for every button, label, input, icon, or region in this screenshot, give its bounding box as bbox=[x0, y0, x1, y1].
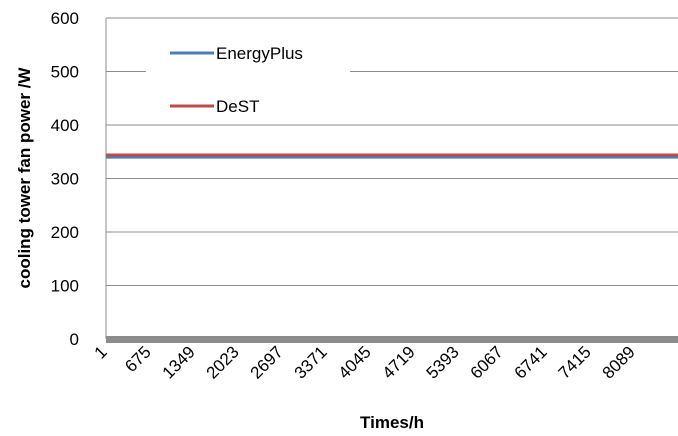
x-tick-label: 6741 bbox=[511, 342, 551, 382]
x-tick-label: 2023 bbox=[203, 342, 243, 382]
legend-label: DeST bbox=[216, 97, 259, 116]
x-tick-label: 6067 bbox=[467, 342, 507, 382]
x-tick-label: 4719 bbox=[379, 342, 419, 382]
y-axis-title: cooling tower fan power /W bbox=[15, 67, 34, 289]
y-tick-label: 400 bbox=[51, 116, 79, 135]
x-tick-label: 8089 bbox=[599, 342, 639, 382]
y-tick-label: 200 bbox=[51, 223, 79, 242]
y-tick-label: 100 bbox=[51, 277, 79, 296]
x-axis-ticks: 1 675 1349 2023 2697 3371 4045 4719 5393 6067 6741… bbox=[91, 342, 639, 382]
x-tick-label: 4045 bbox=[335, 342, 375, 382]
y-axis-ticks: 0 100 200 300 400 500 600 bbox=[51, 9, 79, 349]
x-tick-label: 3371 bbox=[291, 342, 331, 382]
x-axis-line bbox=[106, 336, 678, 343]
series-lines bbox=[106, 153, 678, 159]
x-tick-label: 2697 bbox=[247, 342, 287, 382]
x-axis-title: Times/h bbox=[360, 413, 424, 432]
y-tick-label: 500 bbox=[51, 63, 79, 82]
y-tick-label: 0 bbox=[70, 330, 79, 349]
x-tick-label: 1349 bbox=[159, 342, 199, 382]
x-axis bbox=[105, 18, 678, 343]
legend-box bbox=[146, 36, 350, 124]
x-tick-label: 7415 bbox=[555, 342, 595, 382]
x-tick-label: 675 bbox=[121, 342, 154, 375]
y-tick-label: 600 bbox=[51, 9, 79, 28]
x-tick-label: 5393 bbox=[423, 342, 463, 382]
x-tick-label: 1 bbox=[91, 342, 111, 362]
legend: EnergyPlus DeST bbox=[146, 36, 350, 124]
legend-label: EnergyPlus bbox=[216, 44, 303, 63]
y-tick-label: 300 bbox=[51, 170, 79, 189]
